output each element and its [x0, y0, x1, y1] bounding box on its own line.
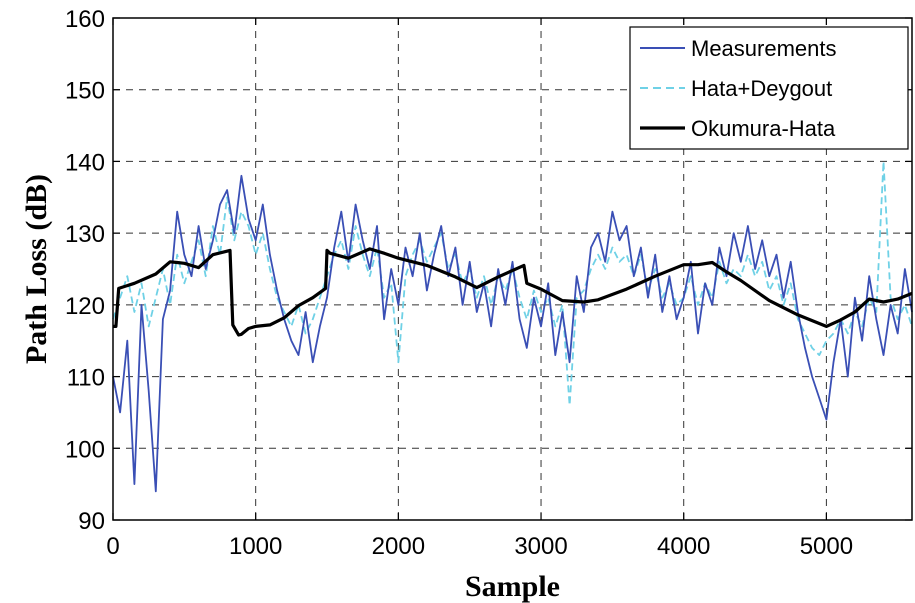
x-tick-label: 1000: [229, 533, 282, 560]
legend-label-measurements: Measurements: [691, 36, 837, 61]
legend: Measurements Hata+Deygout Okumura-Hata: [629, 26, 909, 150]
y-tick-label: 130: [65, 221, 105, 248]
legend-label-okumura-hata: Okumura-Hata: [691, 116, 836, 141]
y-tick-label: 90: [78, 508, 105, 535]
axis-ticks: 0 1000 2000 3000 4000 5000 90 100 110 120 130 140 15…: [65, 6, 912, 560]
x-tick-label: 5000: [800, 533, 853, 560]
x-tick-label: 3000: [514, 533, 567, 560]
y-tick-label: 160: [65, 6, 105, 33]
y-tick-label: 100: [65, 436, 105, 463]
y-axis-title: Path Loss (dB): [20, 174, 53, 364]
series-line-hata-deygout: [112, 160, 913, 407]
x-axis-title: Sample: [465, 570, 560, 603]
series-layer: [112, 160, 913, 493]
legend-label-hata-deygout: Hata+Deygout: [691, 76, 832, 101]
y-tick-label: 120: [65, 293, 105, 320]
series-line-measurements: [112, 174, 913, 493]
x-tick-label: 4000: [657, 533, 710, 560]
y-tick-label: 110: [67, 365, 105, 392]
plot-area-frame: [112, 17, 913, 521]
x-tick-label: 0: [106, 533, 119, 560]
y-tick-label: 150: [65, 78, 105, 105]
x-tick-label: 2000: [372, 533, 425, 560]
y-tick-label: 140: [65, 149, 105, 176]
series-line-okumura-hata: [113, 247, 913, 337]
